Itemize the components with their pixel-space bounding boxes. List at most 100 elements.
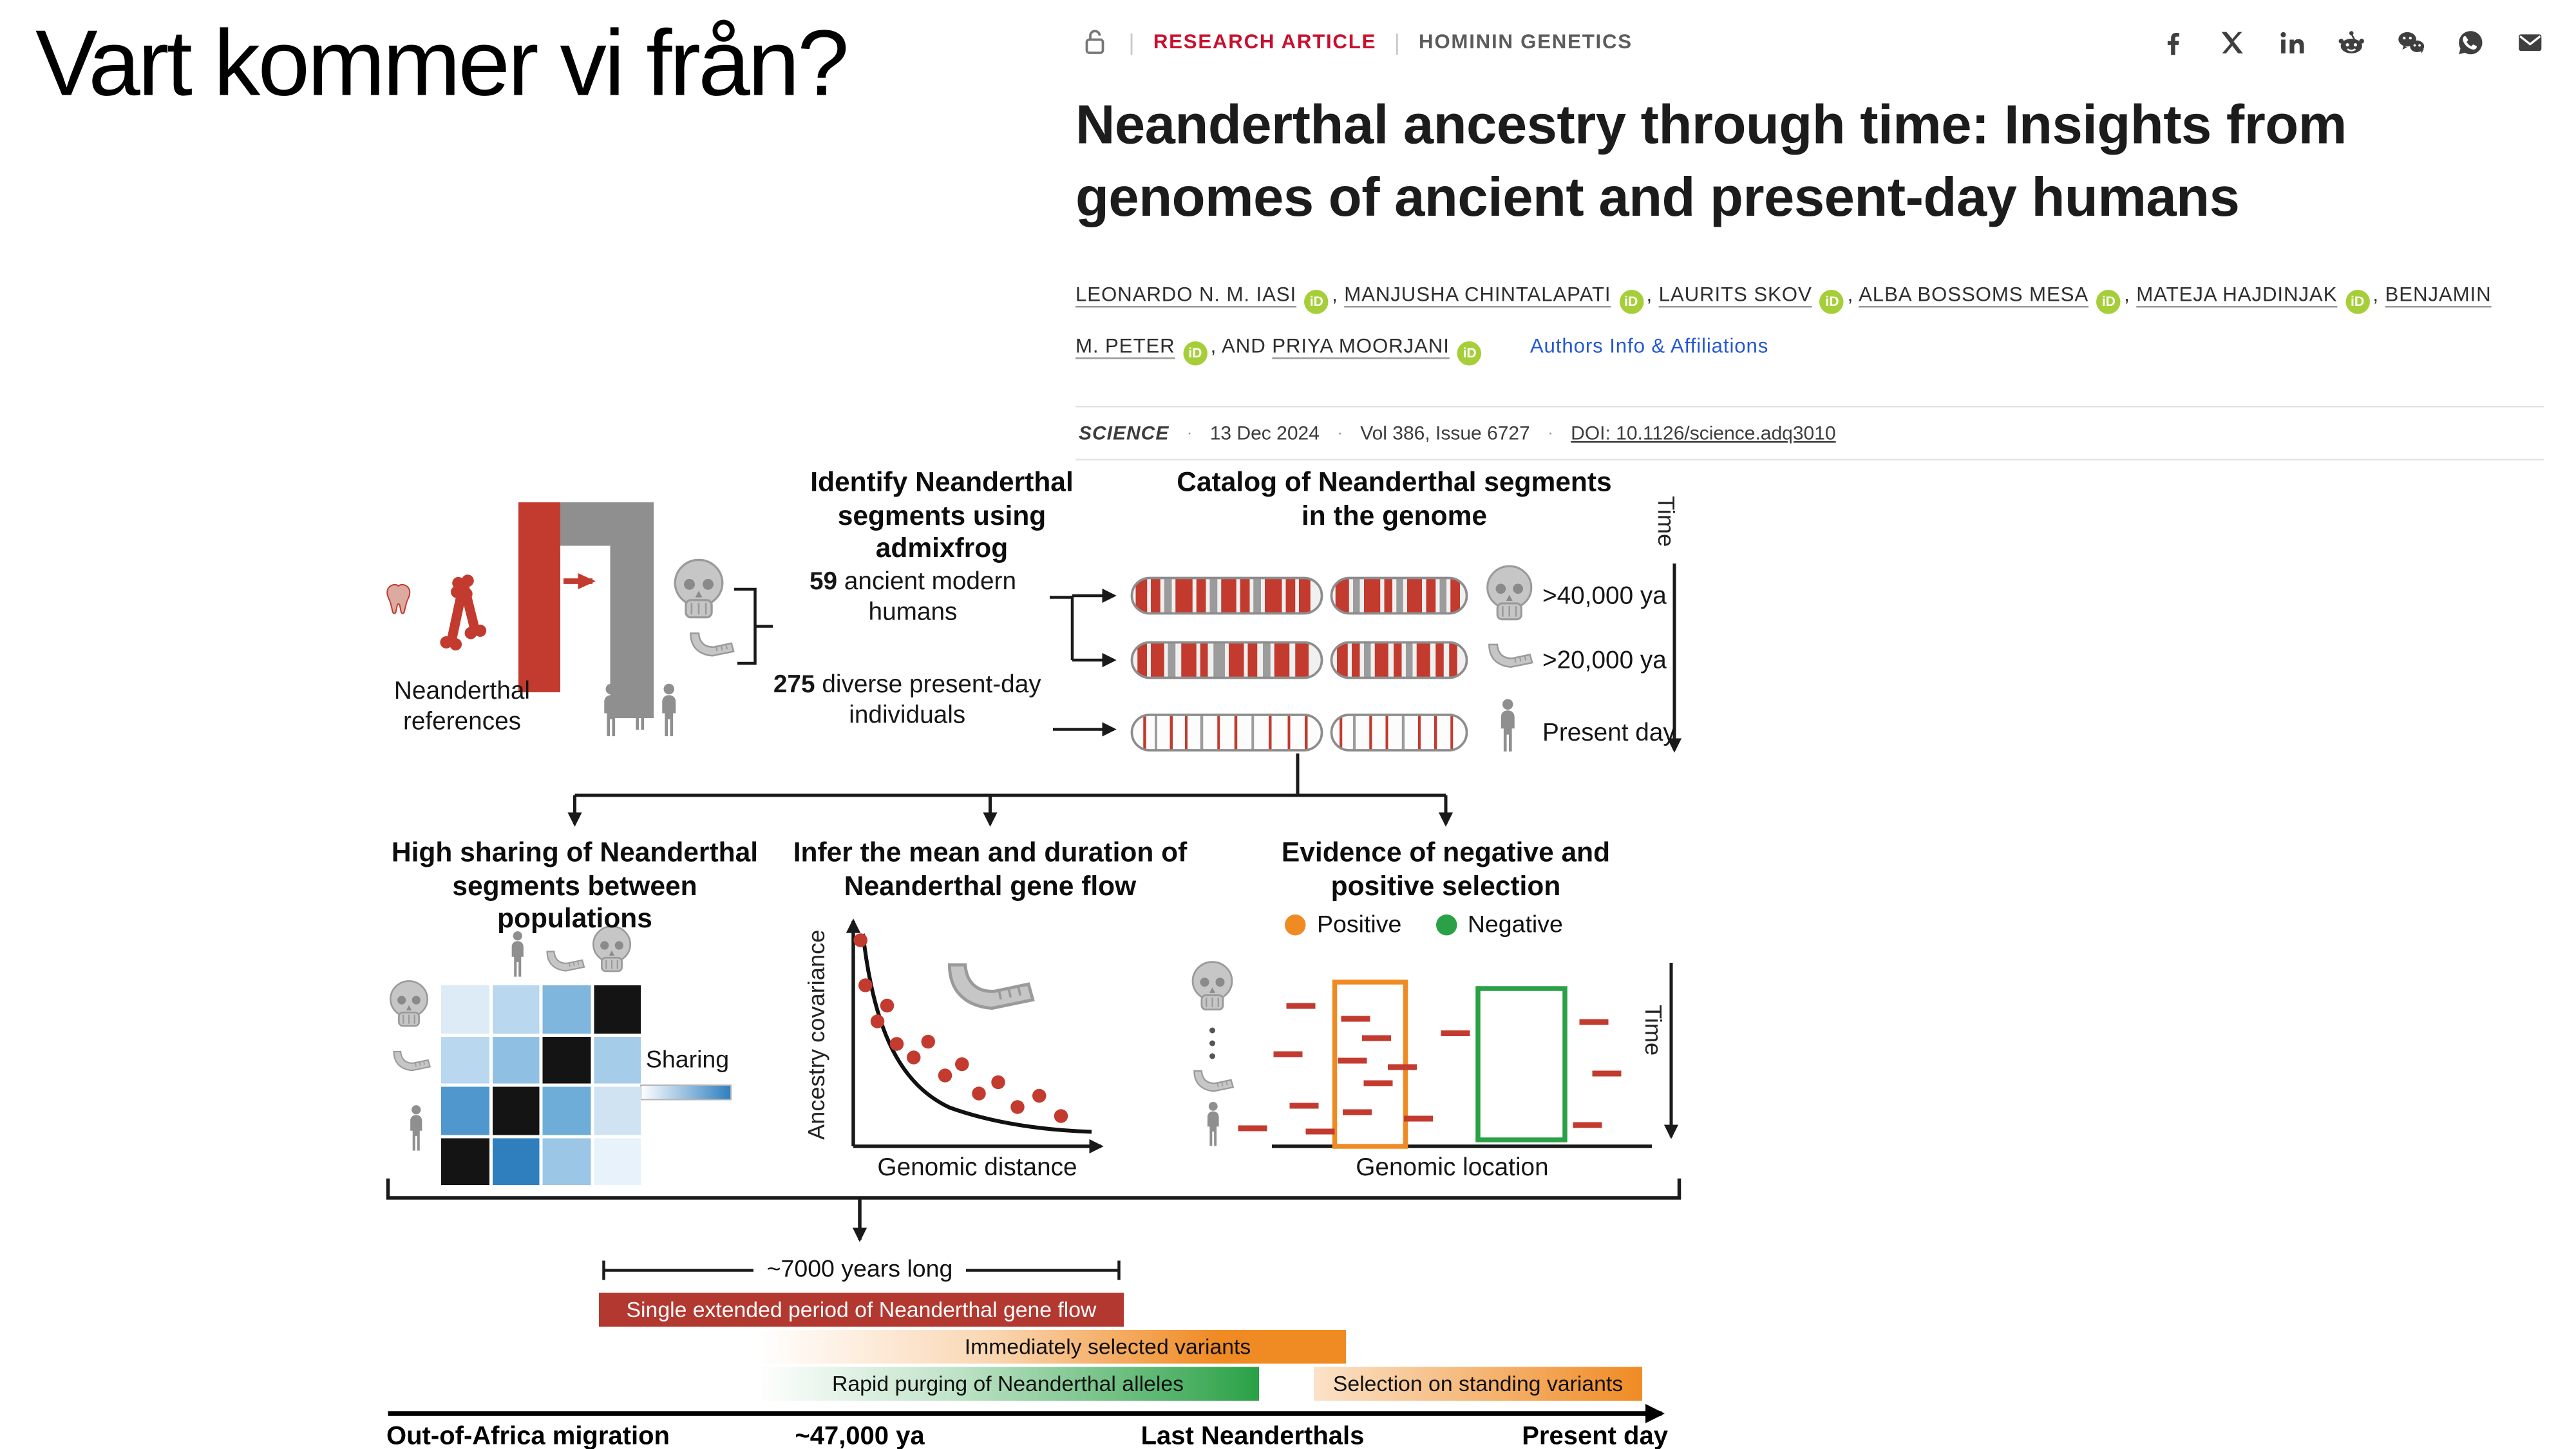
authors-info-link[interactable]: Authors Info & Affiliations: [1530, 334, 1769, 357]
positive-dot-icon: [1285, 914, 1306, 936]
meta-separator: ·: [1186, 424, 1193, 442]
panel-title-identify: Identify Neanderthal segments using admi…: [810, 467, 1074, 565]
x-icon[interactable]: [2217, 28, 2248, 59]
orcid-icon[interactable]: iD: [2096, 290, 2121, 315]
heatmap-cell: [593, 985, 641, 1033]
social-share-bar: [2157, 28, 2546, 59]
heatmap-cell: [542, 1086, 591, 1135]
axis-label-present-day: Present day: [1522, 1423, 1668, 1449]
human-icon: [1501, 699, 1515, 752]
orcid-icon[interactable]: iD: [2345, 290, 2370, 315]
heatmap-cell: [491, 1036, 540, 1084]
linkedin-icon[interactable]: [2277, 28, 2307, 59]
x-axis-label-location: Genomic location: [1356, 1154, 1549, 1182]
panel-connectors: [567, 753, 1454, 827]
publish-date: 13 Dec 2024: [1209, 422, 1320, 444]
orcid-icon[interactable]: iD: [1820, 290, 1844, 315]
ancient-samples-count: 59 ancient modern humans: [809, 568, 1017, 627]
population-icons: [604, 677, 676, 737]
reddit-icon[interactable]: [2336, 28, 2367, 59]
neanderthal-references-label: Neanderthal references: [393, 677, 531, 737]
orcid-icon[interactable]: iD: [1457, 341, 1482, 366]
meta-separator: ·: [1337, 424, 1343, 442]
chromosome-row-2: [1130, 641, 1468, 679]
timeline-bar-immediate-selection: Immediately selected variants: [757, 1330, 1346, 1364]
wechat-icon[interactable]: [2396, 28, 2427, 59]
time-axis-label: Time: [1652, 496, 1678, 547]
author-link[interactable]: LAURITS SKOV: [1658, 283, 1812, 306]
skull-icon: [1191, 961, 1233, 1011]
panel-title-sharing: High sharing of Neanderthal segments bet…: [391, 837, 759, 935]
human-icon: [1207, 1101, 1219, 1146]
article-section: HOMININ GENETICS: [1419, 30, 1633, 53]
heatmap-cell: [441, 985, 489, 1033]
sharing-legend-label: Sharing: [645, 1046, 730, 1074]
author-link[interactable]: BENJAMIN M. PETER: [1075, 283, 2492, 357]
author-link[interactable]: MANJUSHA CHINTALAPATI: [1344, 283, 1611, 306]
heatmap-cell: [491, 985, 540, 1033]
sharing-gradient-bar: [640, 1084, 732, 1101]
panel-title-selection: Evidence of negative and positive select…: [1281, 837, 1611, 902]
kicker-separator: |: [1394, 29, 1401, 55]
orcid-icon[interactable]: iD: [1304, 290, 1329, 315]
email-icon[interactable]: [2515, 28, 2546, 59]
skull-icon: [1486, 565, 1533, 621]
orcid-icon[interactable]: iD: [1619, 290, 1643, 315]
ellipsis-dots: [1209, 1027, 1215, 1059]
article-kicker: | RESEARCH ARTICLE | HOMININ GENETICS: [1079, 26, 1633, 58]
row-label-20000ya: >20,000 ya: [1542, 647, 1667, 675]
heatmap-cell: [491, 1086, 540, 1135]
jaw-icon: [949, 965, 1032, 1009]
axis-label-47000ya: ~47,000 ya: [795, 1423, 925, 1449]
row-label-present: Present day: [1542, 719, 1676, 748]
sharing-heatmap: [441, 985, 641, 1185]
skull-icon: [674, 558, 724, 619]
heatmap-cell: [441, 1036, 489, 1084]
neanderthal-remains-icons: [386, 573, 488, 652]
heatmap-cell: [441, 1137, 489, 1185]
x-axis-label-distance: Genomic distance: [877, 1154, 1077, 1182]
covariance-plot: [846, 918, 1104, 1154]
heatmap-cell: [593, 1086, 641, 1135]
meta-separator: ·: [1548, 424, 1553, 442]
timeline-bar-geneflow: Single extended period of Neanderthal ge…: [599, 1293, 1124, 1327]
author-link[interactable]: PRIYA MOORJANI: [1272, 334, 1450, 357]
article-title: Neanderthal ancestry through time: Insig…: [1075, 95, 2347, 229]
author-link[interactable]: LEONARDO N. M. IASI: [1075, 283, 1297, 306]
heatmap-cell: [542, 1036, 591, 1084]
selection-plot: [1191, 961, 1679, 1149]
jaw-icon: [1488, 643, 1533, 668]
article-meta: SCIENCE · 13 Dec 2024 · Vol 386, Issue 6…: [1075, 406, 2544, 460]
doi-link[interactable]: DOI: 10.1126/science.adq3010: [1571, 422, 1836, 444]
chromosome-row-3: [1130, 714, 1468, 752]
author-link[interactable]: ALBA BOSSOMS MESA: [1859, 283, 2089, 306]
duration-label: ~7000 years long: [766, 1256, 953, 1283]
positive-label: Positive: [1317, 911, 1402, 939]
axis-label-last-neanderthals: Last Neanderthals: [1141, 1423, 1365, 1449]
panel-title-geneflow: Infer the mean and duration of Neanderth…: [793, 837, 1188, 902]
heatmap-cell: [441, 1086, 489, 1135]
whatsapp-icon[interactable]: [2456, 28, 2486, 59]
negative-dot-icon: [1435, 914, 1457, 936]
heatmap-cell: [542, 985, 591, 1033]
article-type: RESEARCH ARTICLE: [1153, 30, 1377, 53]
panel-title-catalog: Catalog of Neanderthal segments in the g…: [1177, 467, 1612, 531]
orcid-icon[interactable]: iD: [1183, 341, 1208, 366]
kicker-separator: |: [1128, 29, 1136, 55]
selection-legend: Positive Negative: [1285, 911, 1563, 939]
negative-selection-box: [1475, 986, 1567, 1142]
open-access-lock-icon: [1079, 26, 1111, 58]
present-samples-count: 275 diverse present-day individuals: [773, 671, 1041, 730]
authors-inline: LEONARDO N. M. IASI iD, MANJUSHA CHINTALA…: [1075, 283, 2492, 366]
segment-dashes: [1238, 1003, 1622, 1135]
facebook-icon[interactable]: [2157, 28, 2188, 59]
timeline-bar-standing-variants: Selection on standing variants: [1314, 1367, 1642, 1401]
heatmap-cell: [491, 1137, 540, 1185]
chromosome-row-1: [1130, 576, 1468, 615]
time-axis-label: Time: [1639, 1005, 1665, 1056]
author-link[interactable]: MATEJA HAJDINJAK: [2136, 283, 2338, 306]
author-list: LEONARDO N. M. IASI iD, MANJUSHA CHINTALA…: [1075, 270, 2492, 373]
axis-label-ooa: Out-of-Africa migration: [386, 1423, 670, 1449]
slide-title: Vart kommer vi från?: [35, 11, 849, 117]
